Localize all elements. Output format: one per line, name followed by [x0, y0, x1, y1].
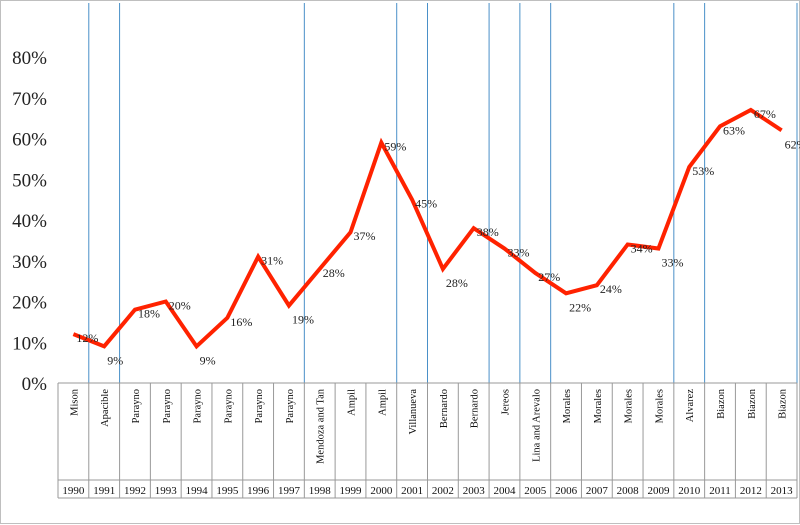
year-label: 2009	[647, 485, 670, 497]
data-label: 59%	[384, 140, 406, 154]
year-label: 1990	[62, 485, 85, 497]
data-label: 19%	[292, 313, 314, 327]
category-label: Villanueva	[408, 389, 419, 435]
data-label: 12%	[76, 331, 98, 345]
data-label: 28%	[446, 276, 468, 290]
y-tick-label: 0%	[22, 374, 48, 395]
year-label: 2003	[463, 485, 486, 497]
year-label: 1999	[340, 485, 363, 497]
category-label: Biazon	[716, 388, 727, 418]
category-label: Ampil	[377, 389, 388, 416]
data-label: 9%	[107, 353, 123, 367]
y-tick-label: 50%	[12, 170, 47, 191]
y-tick-label: 40%	[12, 211, 47, 232]
year-label: 1991	[93, 485, 115, 497]
data-label: 27%	[538, 270, 560, 284]
data-label: 34%	[631, 241, 653, 255]
y-tick-label: 80%	[12, 48, 47, 69]
year-label: 2008	[617, 485, 640, 497]
data-label: 20%	[169, 299, 191, 313]
data-label: 53%	[692, 164, 714, 178]
year-label: 2011	[709, 485, 731, 497]
year-label: 2013	[771, 485, 794, 497]
category-label: Bernardo	[439, 389, 450, 428]
year-label: 1998	[309, 485, 332, 497]
category-label: Morales	[624, 389, 635, 423]
year-label: 1995	[216, 485, 239, 497]
y-tick-label: 70%	[12, 89, 47, 110]
data-label: 16%	[230, 315, 252, 329]
year-label: 2005	[524, 485, 547, 497]
category-label: Parayno	[285, 389, 296, 423]
data-label: 37%	[354, 229, 376, 243]
year-label: 2001	[401, 485, 423, 497]
category-label: Biazon	[778, 388, 789, 418]
category-label: Mendoza and Tan	[316, 388, 327, 464]
category-label: Morales	[593, 389, 604, 423]
data-label: 33%	[507, 246, 529, 260]
y-tick-label: 10%	[12, 333, 47, 354]
data-label: 33%	[661, 256, 683, 270]
data-label: 31%	[261, 254, 283, 268]
year-label: 2006	[555, 485, 578, 497]
data-label: 9%	[200, 353, 216, 367]
category-label: Parayno	[131, 389, 142, 423]
y-tick-label: 30%	[12, 252, 47, 273]
data-label: 45%	[415, 197, 437, 211]
data-label: 67%	[754, 107, 776, 121]
year-label: 2004	[493, 485, 516, 497]
category-label: Morales	[562, 389, 573, 423]
data-label: 63%	[723, 123, 745, 137]
category-label: Parayno	[254, 389, 265, 423]
year-label: 2002	[432, 485, 454, 497]
category-label: Parayno	[193, 389, 204, 423]
year-label: 2007	[586, 485, 609, 497]
category-label: Mison	[69, 388, 80, 416]
category-label: Jereos	[500, 389, 511, 415]
data-label: 28%	[323, 266, 345, 280]
category-label: Biazon	[747, 388, 758, 418]
year-label: 2012	[740, 485, 762, 497]
year-label: 1994	[186, 485, 209, 497]
data-label: 18%	[138, 307, 160, 321]
year-label: 1997	[278, 485, 301, 497]
year-label: 2000	[370, 485, 393, 497]
data-label: 22%	[569, 300, 591, 314]
category-label: Parayno	[223, 389, 234, 423]
year-label: 1993	[155, 485, 178, 497]
category-label: Lina and Arevalo	[531, 389, 542, 462]
data-label: 24%	[600, 282, 622, 296]
category-label: Apacible	[100, 389, 111, 427]
series-line	[72, 107, 783, 350]
category-label: Alvarez	[685, 389, 696, 423]
category-label: Bernardo	[470, 389, 481, 428]
category-label: Morales	[654, 389, 665, 423]
year-label: 1992	[124, 485, 146, 497]
data-label: 62%	[785, 137, 800, 151]
y-tick-label: 60%	[12, 130, 47, 151]
year-label: 1996	[247, 485, 270, 497]
y-tick-label: 20%	[12, 293, 47, 314]
category-label: Ampil	[347, 389, 358, 416]
data-label: 38%	[477, 225, 499, 239]
category-label: Parayno	[162, 389, 173, 423]
year-label: 2010	[678, 485, 701, 497]
